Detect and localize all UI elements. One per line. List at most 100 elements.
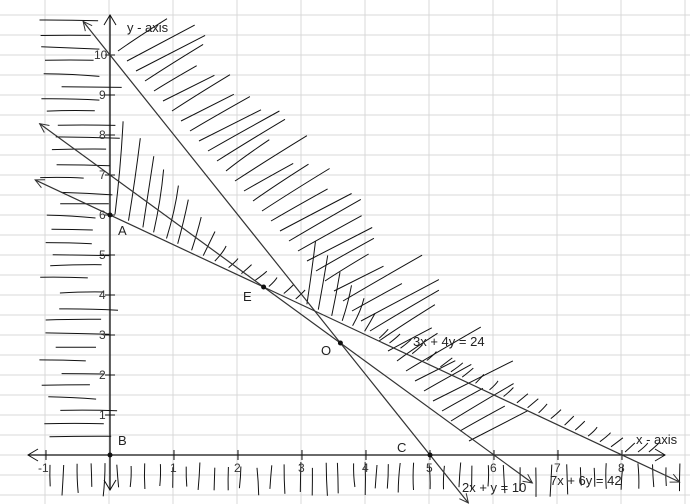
hatch-stroke [450,362,464,373]
hatch-stroke [648,442,660,453]
hatch-stroke [41,384,90,386]
hatch-stroke [652,464,655,488]
hatch-stroke [41,98,100,101]
hatch-stroke [126,24,195,62]
hatch-stroke [180,93,235,122]
hatch-stroke [364,313,376,332]
hatch-stroke [177,199,189,244]
y-tick-label: 2 [99,368,106,382]
hatch-stroke [550,409,562,419]
y-tick-label: 6 [99,208,106,222]
hatch-stroke [225,139,270,172]
hatch-stroke [637,442,649,453]
y-tick-label: 4 [99,288,106,302]
hatch-stroke [283,284,295,294]
hatch-stroke [102,463,106,497]
hatch-stroke [238,466,242,489]
constraint-lines [34,20,681,504]
hatch-stroke [378,328,389,339]
hatch-stroke [288,198,362,242]
hatch-stroke [450,383,514,422]
hatch-stroke [461,367,474,378]
hatch-stroke [306,227,373,262]
hatch-stroke [159,464,162,487]
hatch-stroke [171,74,231,112]
hatch-stroke [360,279,440,322]
hatch-stroke [90,463,93,487]
hatch-stroke [45,318,102,321]
hatch-stroke [442,465,445,490]
y-axis-label: y - axis [127,20,169,35]
hatch-stroke [324,253,369,282]
hatch-stroke [144,43,204,82]
hatch-stroke [114,121,124,215]
x-tick-label: 2 [234,461,241,475]
hatch-stroke [46,109,95,112]
hatch-stroke [315,237,375,272]
hatch-stroke [297,215,362,252]
x-tick-label: 4 [362,461,369,475]
hatch-stroke [459,405,506,432]
point-a [107,212,113,218]
hatch-stroke [352,298,365,326]
hatch-stroke [52,254,110,257]
hatch-stroke [440,357,453,368]
hatch-stroke [59,308,119,311]
hatch-stroke [593,467,596,487]
hatch-stroke [637,463,640,489]
hatch-stroke [56,164,110,167]
hatch-stroke [185,466,188,487]
hatch-stroke [39,359,86,362]
hatch-stroke [475,373,485,384]
hatch-stroke [397,462,401,493]
hatch-stroke [202,231,216,256]
arrowhead-icon [38,122,50,133]
hatch-stroke [51,228,93,231]
hatch-stroke [76,463,79,493]
hatch-stroke [49,435,112,438]
y-tick-label: 5 [99,248,106,262]
tick-labels: -1 1 2 3 4 5 6 7 8 1 2 3 4 5 6 7 8 9 10 [38,48,625,475]
hatch-stroke [369,289,440,332]
line-label-2: 7x + 6y = 42 [550,473,622,488]
hatch-stroke [256,467,260,496]
hatch-stroke [45,332,110,335]
hatch-stroke [142,156,155,228]
point-label-c: C [397,440,406,455]
line-label-3: 3x + 4y = 24 [413,334,485,349]
hatch-stroke [620,465,624,490]
hatch-stroke [269,465,273,489]
constraint-line [82,21,469,504]
x-tick-label: 1 [170,461,177,475]
hatch-stroke [389,333,401,344]
hatch-stroke [252,163,309,202]
hatch-stroke [428,464,431,490]
hatch-stroke [48,396,97,400]
hatch-stroke [538,403,548,414]
hatch-stroke [387,327,433,352]
hatch-stroke [331,272,341,317]
hatch-stroke [198,109,262,142]
hatch-stroke [46,214,96,219]
y-tick-label: 8 [99,128,106,142]
hatch-stroke [61,191,113,196]
hatch-stroke [45,242,92,245]
hatch-stroke [153,65,197,92]
hatch-stroke [55,136,120,139]
hatch-stroke [243,162,294,192]
shaded-region-hatching [39,18,681,497]
hatch-stroke [129,465,132,488]
hatch-stroke [306,241,316,305]
hatch-stroke [599,432,611,443]
hatch-stroke [405,326,482,372]
x-tick-label: 8 [618,461,625,475]
hatch-stroke [228,258,239,268]
hatch-stroke [61,464,65,496]
arrowhead-icon [459,493,470,504]
hatch-stroke [166,185,179,239]
line-label-1: 2x + y = 10 [462,480,526,495]
hatch-stroke [341,285,352,321]
hatch-stroke [261,168,330,212]
y-tick-label: 9 [99,88,106,102]
